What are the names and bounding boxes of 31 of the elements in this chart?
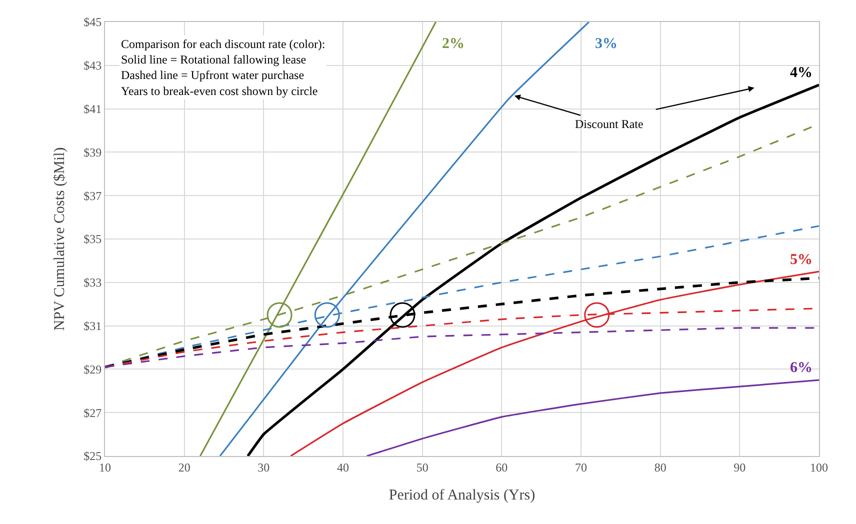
series-label: 5%: [790, 252, 812, 268]
y-tick-label: $25: [84, 449, 102, 464]
x-tick-label: 80: [654, 460, 666, 474]
x-tick-label: 70: [575, 460, 587, 474]
x-axis-title: Period of Analysis (Yrs): [388, 487, 536, 504]
annotation: Discount Rate: [575, 117, 644, 131]
y-tick-label: $35: [84, 232, 102, 246]
series-label: 3%: [595, 36, 618, 52]
x-tick-label: 90: [734, 460, 746, 474]
x-tick-label: 20: [178, 460, 190, 474]
y-axis-title: NPV Cumulative Costs ($Mil): [52, 147, 68, 331]
y-tick-label: $43: [84, 58, 102, 73]
y-tick-label: $37: [84, 188, 102, 203]
y-tick-label: $39: [84, 145, 102, 160]
series-label: 4%: [790, 65, 812, 81]
x-tick-label: 100: [810, 460, 828, 474]
series-label: 2%: [442, 36, 464, 52]
series-label: 6%: [790, 360, 812, 376]
y-tick-label: $45: [84, 15, 102, 30]
y-tick-label: $27: [84, 406, 102, 420]
x-tick-label: 30: [258, 460, 270, 474]
y-tick-label: $41: [84, 102, 102, 116]
y-tick-label: $33: [84, 276, 102, 290]
annotation: Comparison for each discount rate (color): Solid line = Rotational fallowing lease Dashed line = Upfront water purchase Years to break-even cost shown by circle: [121, 37, 326, 98]
line-series: [366, 379, 819, 456]
x-tick-label: 60: [496, 460, 508, 474]
x-tick-label: 40: [337, 460, 349, 474]
y-tick-label: $29: [84, 362, 102, 376]
x-tick-label: 50: [416, 460, 428, 474]
y-tick-label: $31: [84, 319, 102, 333]
x-tick-label: 10: [99, 460, 111, 474]
